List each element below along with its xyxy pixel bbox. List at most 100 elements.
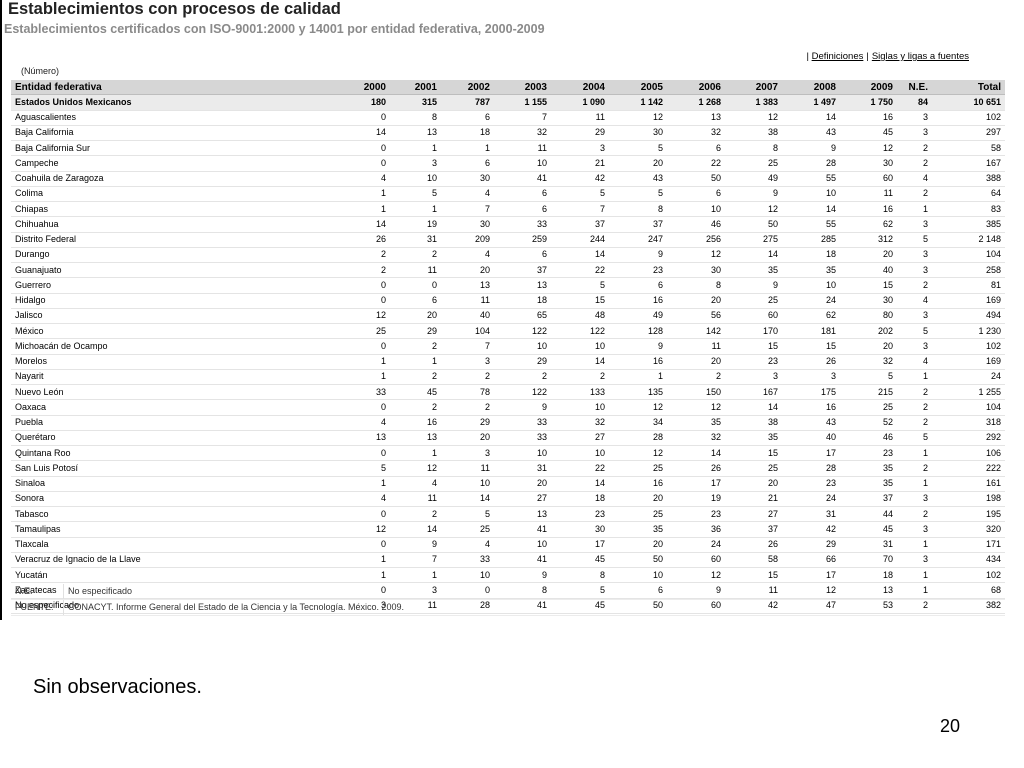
value-cell: 1: [390, 567, 441, 584]
value-cell: 50: [725, 216, 782, 233]
value-cell: 1: [333, 354, 390, 370]
note-value: CONACYT. Informe General del Estado de l…: [63, 599, 1005, 616]
value-cell: 15: [551, 293, 609, 309]
value-cell: 247: [609, 232, 667, 248]
value-cell: 2: [390, 506, 441, 523]
value-cell: 13: [494, 277, 551, 294]
value-cell: 18: [782, 247, 840, 264]
value-cell: 32: [667, 430, 725, 447]
value-cell: 66: [782, 552, 840, 569]
definiciones-link[interactable]: Definiciones: [811, 51, 864, 62]
value-cell: 133: [551, 384, 609, 401]
value-cell: 6: [609, 277, 667, 294]
table-row: Veracruz de Ignacio de la Llave 1 7 33 41 45 5…: [11, 552, 1005, 569]
entity-name-cell: Chiapas: [11, 201, 333, 218]
value-cell: 28: [609, 430, 667, 447]
value-cell: 29: [551, 125, 609, 142]
column-header: 2003: [494, 80, 551, 96]
value-cell: 27: [494, 491, 551, 508]
value-cell: 209: [441, 232, 494, 248]
value-cell: 170: [725, 323, 782, 340]
value-cell: 42: [551, 171, 609, 187]
value-cell: 1 268: [667, 94, 725, 111]
value-cell: 29: [390, 323, 441, 340]
value-cell: 0: [333, 293, 390, 309]
table-row: Tamaulipas 12 14 25 41 30 35 36 37 42 45 3 320: [11, 521, 1005, 538]
value-cell: 1: [897, 537, 932, 553]
table-row: Sonora 4 11 14 27 18 20 19 21 24 37 3 198: [11, 491, 1005, 508]
value-cell: 1: [897, 445, 932, 462]
value-cell: 5: [840, 369, 897, 386]
value-cell: 30: [667, 262, 725, 279]
value-cell: 60: [725, 308, 782, 325]
value-cell: 4: [441, 537, 494, 553]
value-cell: 2: [667, 369, 725, 386]
value-cell: 10: [441, 567, 494, 584]
value-cell: 0: [333, 277, 390, 294]
value-cell: 1: [333, 369, 390, 386]
value-cell: 275: [725, 232, 782, 248]
value-cell: 312: [840, 232, 897, 248]
value-cell: 6: [494, 186, 551, 203]
value-cell: 6: [441, 155, 494, 172]
value-cell: 1: [390, 140, 441, 157]
entity-name-cell: Colima: [11, 186, 333, 203]
value-cell: 1: [333, 476, 390, 492]
value-cell: 15: [725, 445, 782, 462]
value-cell: 17: [667, 476, 725, 492]
entity-name-cell: Querétaro: [11, 430, 333, 447]
value-cell: 25: [333, 323, 390, 340]
value-cell: 6: [494, 247, 551, 264]
value-cell: 35: [725, 262, 782, 279]
value-cell: 20: [667, 293, 725, 309]
table-row: Aguascalientes 0 8 6 7 11 12 13 12 14 16 3 102: [11, 110, 1005, 126]
value-cell: 41: [494, 552, 551, 569]
value-cell: 20: [390, 308, 441, 325]
value-cell: 2: [897, 277, 932, 294]
value-cell: 14: [551, 247, 609, 264]
value-cell: 16: [840, 201, 897, 218]
value-cell: 1: [609, 369, 667, 386]
value-cell: 17: [551, 537, 609, 553]
note-row: FUENTE: CONACYT. Informe General del Esta…: [11, 599, 1005, 616]
table-row: Morelos 1 1 3 29 14 16 20 23 26 32 4 169: [11, 354, 1005, 370]
value-cell: 385: [932, 216, 1005, 233]
value-cell: 3: [897, 125, 932, 142]
value-cell: 0: [390, 277, 441, 294]
value-cell: 29: [494, 354, 551, 370]
value-cell: 33: [494, 216, 551, 233]
value-cell: 8: [609, 201, 667, 218]
value-cell: 16: [782, 399, 840, 416]
value-cell: 23: [667, 506, 725, 523]
value-cell: 1 497: [782, 94, 840, 111]
value-cell: 24: [667, 537, 725, 553]
value-cell: 2: [390, 369, 441, 386]
value-cell: 1: [390, 354, 441, 370]
value-cell: 320: [932, 521, 1005, 538]
value-cell: 21: [725, 491, 782, 508]
siglas-link[interactable]: Siglas y ligas a fuentes: [871, 51, 969, 62]
value-cell: 169: [932, 293, 1005, 309]
entity-name-cell: Quintana Roo: [11, 445, 333, 462]
value-cell: 58: [725, 552, 782, 569]
value-cell: 20: [667, 354, 725, 370]
value-cell: 3: [897, 308, 932, 325]
value-cell: 22: [551, 460, 609, 477]
value-cell: 14: [782, 201, 840, 218]
value-cell: 6: [494, 201, 551, 218]
value-cell: 292: [932, 430, 1005, 447]
column-header: Entidad federativa: [11, 80, 333, 96]
value-cell: 122: [551, 323, 609, 340]
value-cell: 10: [441, 476, 494, 492]
value-cell: 9: [782, 140, 840, 157]
value-cell: 12: [725, 110, 782, 126]
value-cell: 318: [932, 415, 1005, 431]
value-cell: 11: [494, 140, 551, 157]
value-cell: 1: [897, 369, 932, 386]
table-row: Yucatán 1 1 10 9 8 10 12 15 17 18 1 102: [11, 567, 1005, 584]
value-cell: 14: [725, 247, 782, 264]
value-cell: 10 651: [932, 94, 1005, 111]
value-cell: 46: [667, 216, 725, 233]
value-cell: 222: [932, 460, 1005, 477]
value-cell: 37: [725, 521, 782, 538]
